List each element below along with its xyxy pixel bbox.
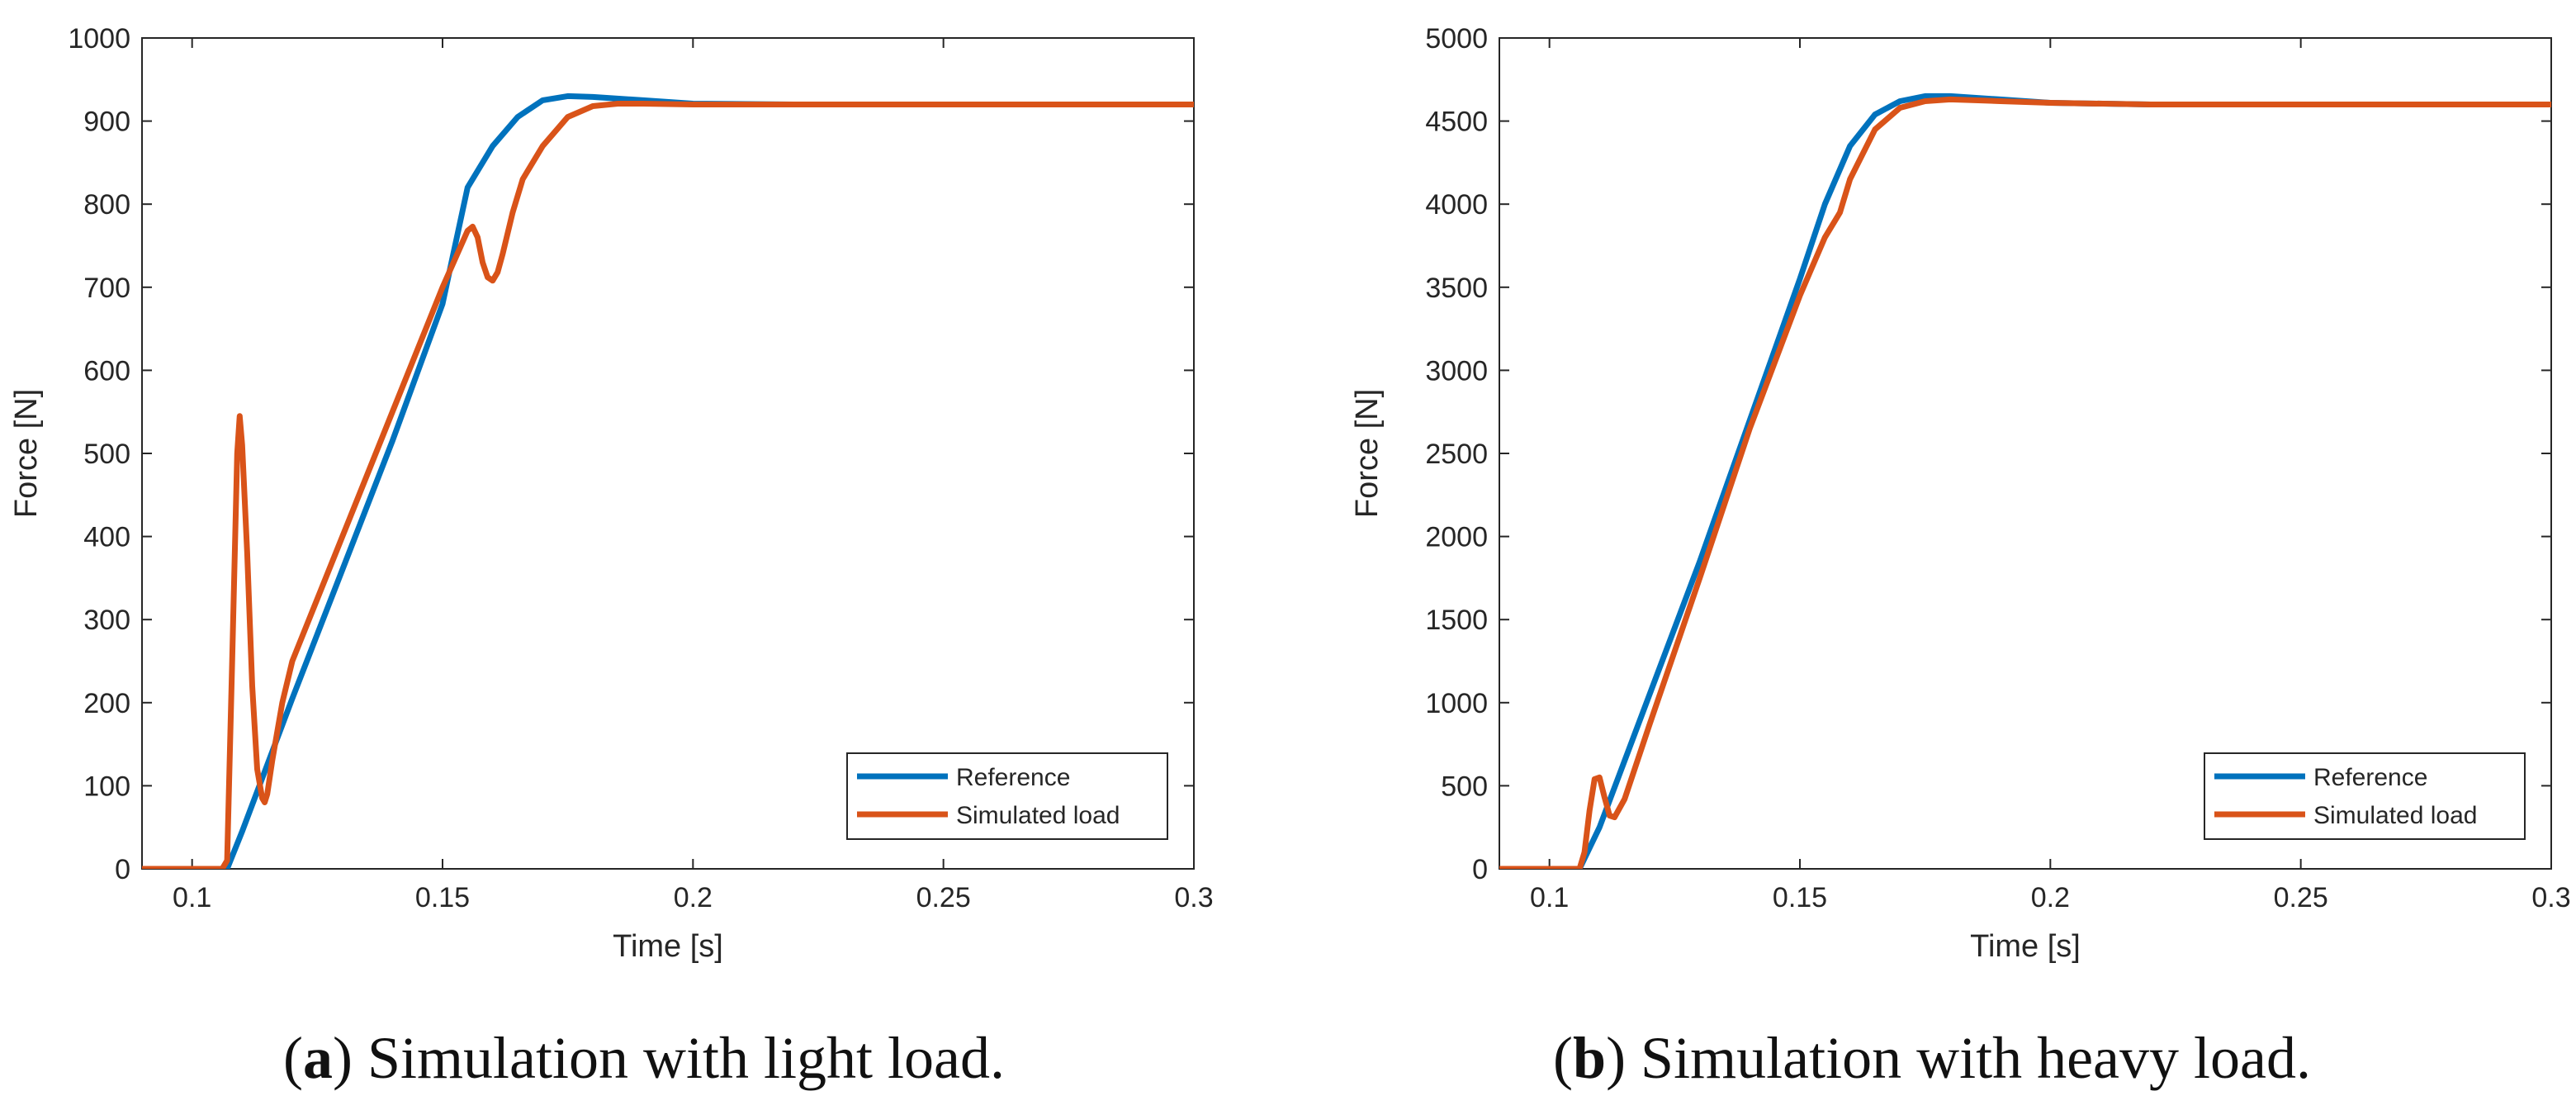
panel-a-series-group xyxy=(142,92,1194,869)
panel-a-xlabel: Time [s] xyxy=(613,929,723,964)
panel-b: 0 500 1000 1500 2000 2500 3000 3500 4000 4500 5000… xyxy=(1350,23,2571,964)
panel-a-xtick-label: 0.15 xyxy=(415,882,470,913)
panel-b-ytick-label: 1500 xyxy=(1425,605,1488,636)
panel-a-ytick-label: 1000 xyxy=(68,23,130,55)
panel-b-ytick-label: 4500 xyxy=(1425,107,1488,138)
panel-b-ytick-label: 1000 xyxy=(1425,688,1488,719)
caption-a-paren: ( xyxy=(283,1025,303,1091)
panel-a-ytick-label: 800 xyxy=(83,189,130,221)
panel-a-series-simulated-load-line xyxy=(142,101,1194,869)
panel-b-ylabel: Force [N] xyxy=(1350,389,1385,518)
panel-a-ytick-label: 200 xyxy=(83,688,130,719)
panel-b-ytick-label: 0 xyxy=(1472,854,1488,885)
panel-a-ytick-label: 500 xyxy=(83,439,130,470)
panel-b-legend-label-simulated-load: Simulated load xyxy=(2313,802,2477,829)
panel-a-xtick-label: 0.25 xyxy=(916,882,971,913)
panel-b-ytick-label: 5000 xyxy=(1425,23,1488,55)
panel-b-legend-label-reference: Reference xyxy=(2313,764,2427,791)
caption-a-letter: a xyxy=(303,1025,333,1091)
caption-a: (a) Simulation with light load. xyxy=(0,1024,1288,1093)
panel-a-ytick-label: 0 xyxy=(115,854,130,885)
panel-b-ytick-label: 500 xyxy=(1441,771,1488,802)
panel-b-legend-box xyxy=(2204,752,2526,840)
panel-b-series-group xyxy=(1499,92,2551,869)
panel-a-ytick-label: 900 xyxy=(83,107,130,138)
panel-a-ytick-label: 700 xyxy=(83,273,130,304)
panel-b-xtick-label: 0.2 xyxy=(2031,882,2070,913)
panel-a-ytick-label: 100 xyxy=(83,771,130,802)
panel-a-ylabel: Force [N] xyxy=(9,389,44,518)
panel-a-axes-box xyxy=(141,37,1195,870)
panel-a-legend-label-simulated-load: Simulated load xyxy=(956,802,1120,829)
caption-b: (b) Simulation with heavy load. xyxy=(1288,1024,2576,1093)
panel-b-ytick-label: 2500 xyxy=(1425,439,1488,470)
panel-b-ytick-label: 3500 xyxy=(1425,273,1488,304)
panel-b-xtick-label: 0.1 xyxy=(1530,882,1569,913)
panel-b-xlabel: Time [s] xyxy=(1970,929,2081,964)
panel-b-xtick-label: 0.3 xyxy=(2531,882,2570,913)
panel-a-legend-label-reference: Reference xyxy=(956,764,1070,791)
caption-b-text: ) Simulation with heavy load. xyxy=(1606,1025,2311,1091)
caption-a-text: ) Simulation with light load. xyxy=(333,1025,1005,1091)
panel-a-xtick-label: 0.1 xyxy=(173,882,211,913)
panel-a-legend-box xyxy=(846,752,1168,840)
panel-a-xtick-label: 0.2 xyxy=(674,882,713,913)
panel-b-axes-box xyxy=(1499,37,2552,870)
panel-a-ytick-label: 600 xyxy=(83,355,130,387)
panel-a-ytick-label: 400 xyxy=(83,522,130,553)
panel-b-xtick-label: 0.15 xyxy=(1773,882,1827,913)
caption-b-letter: b xyxy=(1573,1025,1607,1091)
panel-a-ytick-label: 300 xyxy=(83,605,130,636)
caption-b-paren: ( xyxy=(1553,1025,1574,1091)
panel-b-ytick-label: 4000 xyxy=(1425,189,1488,221)
panel-a-xtick-label: 0.3 xyxy=(1174,882,1213,913)
panel-a: 0 100 200 300 400 500 600 700 800 900 1000 0.1 0.15 0… xyxy=(9,23,1214,964)
panel-b-ytick-label: 3000 xyxy=(1425,355,1488,387)
panel-b-ytick-label: 2000 xyxy=(1425,522,1488,553)
panel-b-series-simulated-load-line xyxy=(1499,96,2551,869)
panel-b-xtick-label: 0.25 xyxy=(2274,882,2328,913)
